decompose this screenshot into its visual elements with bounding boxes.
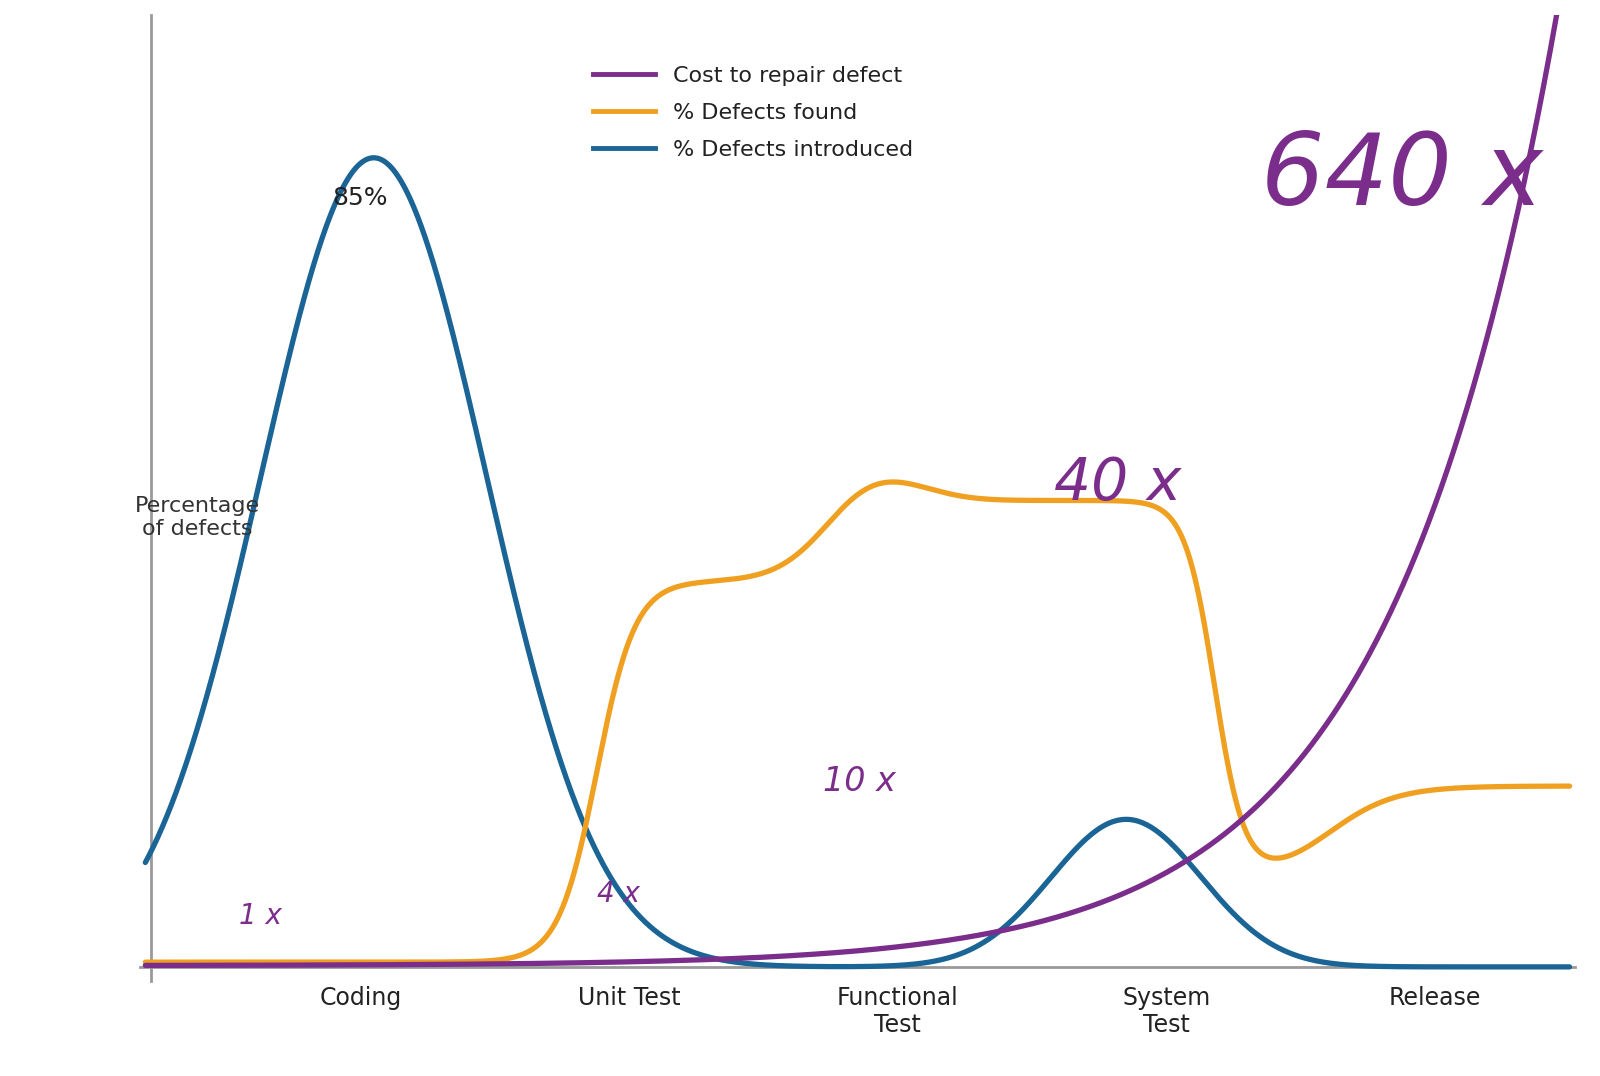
Text: 10 x: 10 x	[822, 765, 896, 797]
Text: 1 x: 1 x	[240, 902, 282, 930]
Text: 640 x: 640 x	[1261, 129, 1542, 226]
Text: 40 x: 40 x	[1054, 455, 1181, 512]
Text: 4 x: 4 x	[597, 880, 640, 908]
Text: Percentage
of defects: Percentage of defects	[134, 496, 259, 539]
Text: 85%: 85%	[333, 186, 389, 211]
Legend: Cost to repair defect, % Defects found, % Defects introduced: Cost to repair defect, % Defects found, …	[581, 55, 923, 171]
